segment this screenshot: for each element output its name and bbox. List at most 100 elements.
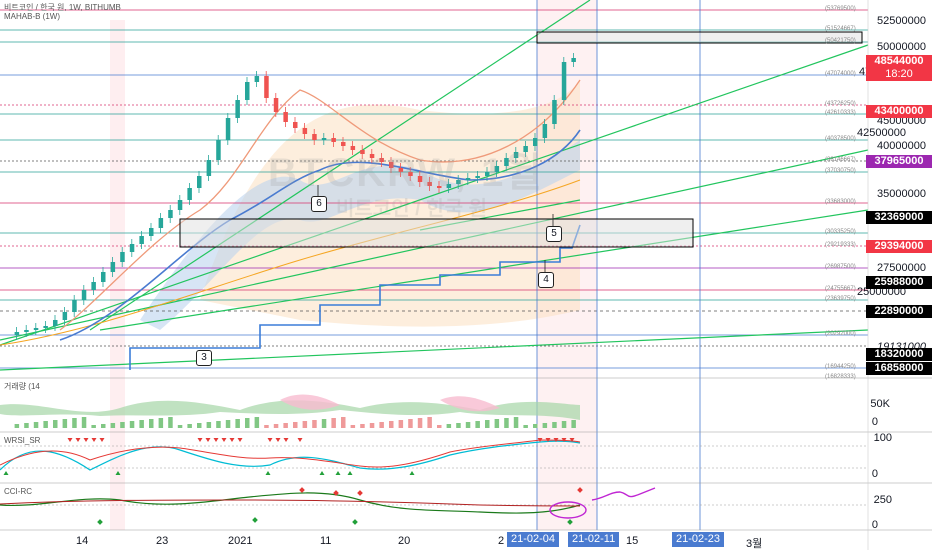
time-axis-label: 15: [626, 535, 639, 547]
volume-bar: [216, 421, 221, 428]
price-axis-label: 35000000: [877, 188, 926, 200]
volume-bar: [485, 420, 490, 428]
volume-bar: [177, 425, 183, 428]
volume-bar: [158, 418, 164, 428]
candle-body: [379, 158, 384, 162]
level-label: (53769500): [825, 6, 856, 12]
price-tag-32369000: 32369000: [866, 211, 932, 224]
volume-bar: [437, 425, 442, 428]
wrsi-pane-label: WRSI_SR: [4, 436, 41, 445]
candle-body: [417, 176, 423, 182]
volume-bar: [302, 421, 308, 428]
volume-bar: [321, 419, 327, 428]
volume-bar: [120, 422, 125, 428]
price-tag-29394000: 29394000: [866, 240, 932, 253]
candle-body: [139, 236, 144, 244]
volume-bar: [206, 422, 212, 428]
wrsi-buy-marker: [3, 471, 9, 475]
time-axis-label: 2: [498, 535, 505, 547]
price-tag-22890000: 22890000: [866, 305, 932, 318]
wrsi-sell-marker: [75, 438, 81, 442]
watermark-sub: 비트코인 / 한국 원: [336, 198, 488, 220]
candle-body: [494, 166, 500, 172]
volume-bar: [168, 417, 173, 428]
cci-signal-marker: [577, 487, 583, 493]
candle-body: [72, 300, 77, 312]
candle-body: [254, 76, 260, 82]
candle-body: [446, 184, 452, 188]
price-tag-43400000: 43400000: [866, 105, 932, 118]
candle-body: [235, 100, 240, 118]
cci-signal-marker: [333, 490, 339, 496]
volume-bar: [504, 418, 509, 428]
candle-body: [360, 150, 365, 154]
cci-signal-marker: [357, 490, 363, 496]
callout-badge-3[interactable]: 3: [196, 350, 212, 366]
wrsi-sell-marker: [283, 438, 289, 442]
wrsi-buy-marker: [347, 471, 353, 475]
candle-body: [149, 228, 154, 236]
volume-bar: [542, 423, 548, 428]
candle-body: [504, 158, 509, 166]
symbol-title: 비트코인 / 한국 원, 1W, BITHUMB: [4, 3, 121, 12]
candle-body: [129, 244, 135, 252]
time-tag-21-02-04: 21-02-04: [507, 532, 560, 547]
level-label: (37030750): [825, 168, 856, 174]
cci-signal-marker: [352, 519, 358, 525]
callout-badge-5[interactable]: 5: [546, 226, 562, 242]
price-tag-25988000: 25988000: [866, 276, 932, 289]
volume-bar: [43, 421, 48, 428]
candle-body: [33, 328, 39, 330]
level-label: (33683000): [825, 199, 856, 205]
candle-body: [331, 138, 336, 142]
level-lines: [0, 9, 868, 369]
price-axis-label: 42500000: [857, 127, 906, 139]
volume-bar: [379, 422, 384, 428]
level-label: (29219333): [825, 242, 856, 248]
candle-body: [312, 134, 317, 140]
volume-bar: [139, 420, 144, 428]
candle-body: [456, 180, 461, 184]
volume-bar: [101, 424, 106, 428]
volume-pane-label: 거래량 (14: [4, 382, 40, 391]
candle-body: [398, 168, 404, 172]
wrsi-buy-marker: [115, 471, 121, 475]
wrsi-sell-marker: [561, 438, 567, 442]
countdown-tag: 18:20: [866, 68, 932, 81]
candle-body: [283, 112, 288, 122]
volume-bar: [91, 425, 96, 428]
candle-body: [341, 142, 346, 146]
time-axis-label: 11: [320, 535, 332, 547]
wrsi-sell-marker: [197, 438, 203, 442]
time-axis-label: 20: [398, 535, 411, 547]
volume-bar: [197, 423, 202, 428]
price-tag-18320000: 18320000: [866, 348, 932, 361]
volume-bar: [456, 423, 461, 428]
price-tag-16858000: 16858000: [866, 362, 932, 375]
level-label: (38146667): [825, 157, 856, 163]
volume-bar: [571, 420, 576, 428]
cci-signal-marker: [97, 519, 103, 525]
price-axis-label: 27500000: [877, 262, 926, 274]
volume-bar: [53, 420, 58, 428]
callout-badge-4[interactable]: 4: [538, 272, 554, 288]
candle-body: [62, 312, 68, 320]
volume-axis-label: 0: [871, 416, 878, 428]
volume-bar: [561, 421, 567, 428]
cci-signals: [97, 487, 583, 525]
wrsi-sell-marker: [237, 438, 243, 442]
wrsi-axis-label: 100: [873, 432, 892, 444]
callout-badge-6[interactable]: 6: [311, 196, 327, 212]
volume-bar: [110, 423, 116, 428]
candle-body: [321, 138, 327, 140]
level-label: (26987500): [825, 264, 856, 270]
volume-bar: [465, 422, 471, 428]
candle-body: [571, 58, 576, 62]
candle-body: [187, 188, 192, 200]
price-axis-label: 40000000: [877, 140, 926, 152]
level-label: (30335250): [825, 229, 856, 235]
wrsi-buy-marker: [409, 471, 415, 475]
volume-bar: [523, 425, 528, 428]
wrsi-buy-marker: [265, 471, 271, 475]
